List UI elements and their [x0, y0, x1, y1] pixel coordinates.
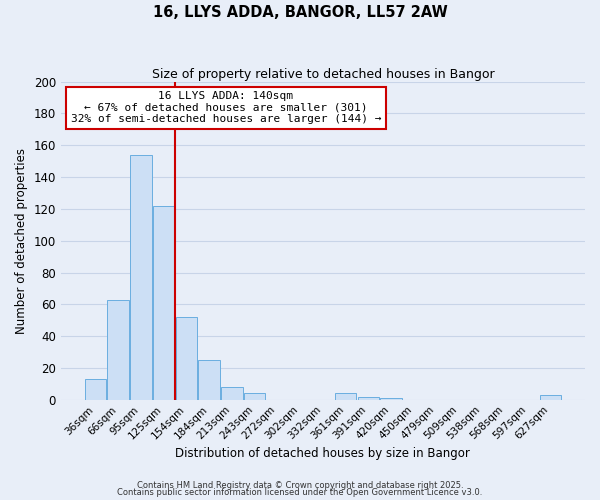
Bar [107, 300, 129, 400]
Bar [85, 379, 106, 400]
Bar [539, 395, 561, 400]
Text: 16, LLYS ADDA, BANGOR, LL57 2AW: 16, LLYS ADDA, BANGOR, LL57 2AW [152, 5, 448, 20]
Bar [199, 360, 220, 400]
Text: 16 LLYS ADDA: 140sqm
← 67% of detached houses are smaller (301)
32% of semi-deta: 16 LLYS ADDA: 140sqm ← 67% of detached h… [71, 91, 381, 124]
X-axis label: Distribution of detached houses by size in Bangor: Distribution of detached houses by size … [175, 447, 470, 460]
Bar [153, 206, 175, 400]
Bar [358, 396, 379, 400]
Bar [221, 387, 243, 400]
Text: Contains public sector information licensed under the Open Government Licence v3: Contains public sector information licen… [118, 488, 482, 497]
Bar [335, 394, 356, 400]
Text: Contains HM Land Registry data © Crown copyright and database right 2025.: Contains HM Land Registry data © Crown c… [137, 480, 463, 490]
Bar [244, 394, 265, 400]
Bar [130, 155, 152, 400]
Y-axis label: Number of detached properties: Number of detached properties [15, 148, 28, 334]
Bar [176, 317, 197, 400]
Bar [380, 398, 402, 400]
Title: Size of property relative to detached houses in Bangor: Size of property relative to detached ho… [152, 68, 494, 80]
